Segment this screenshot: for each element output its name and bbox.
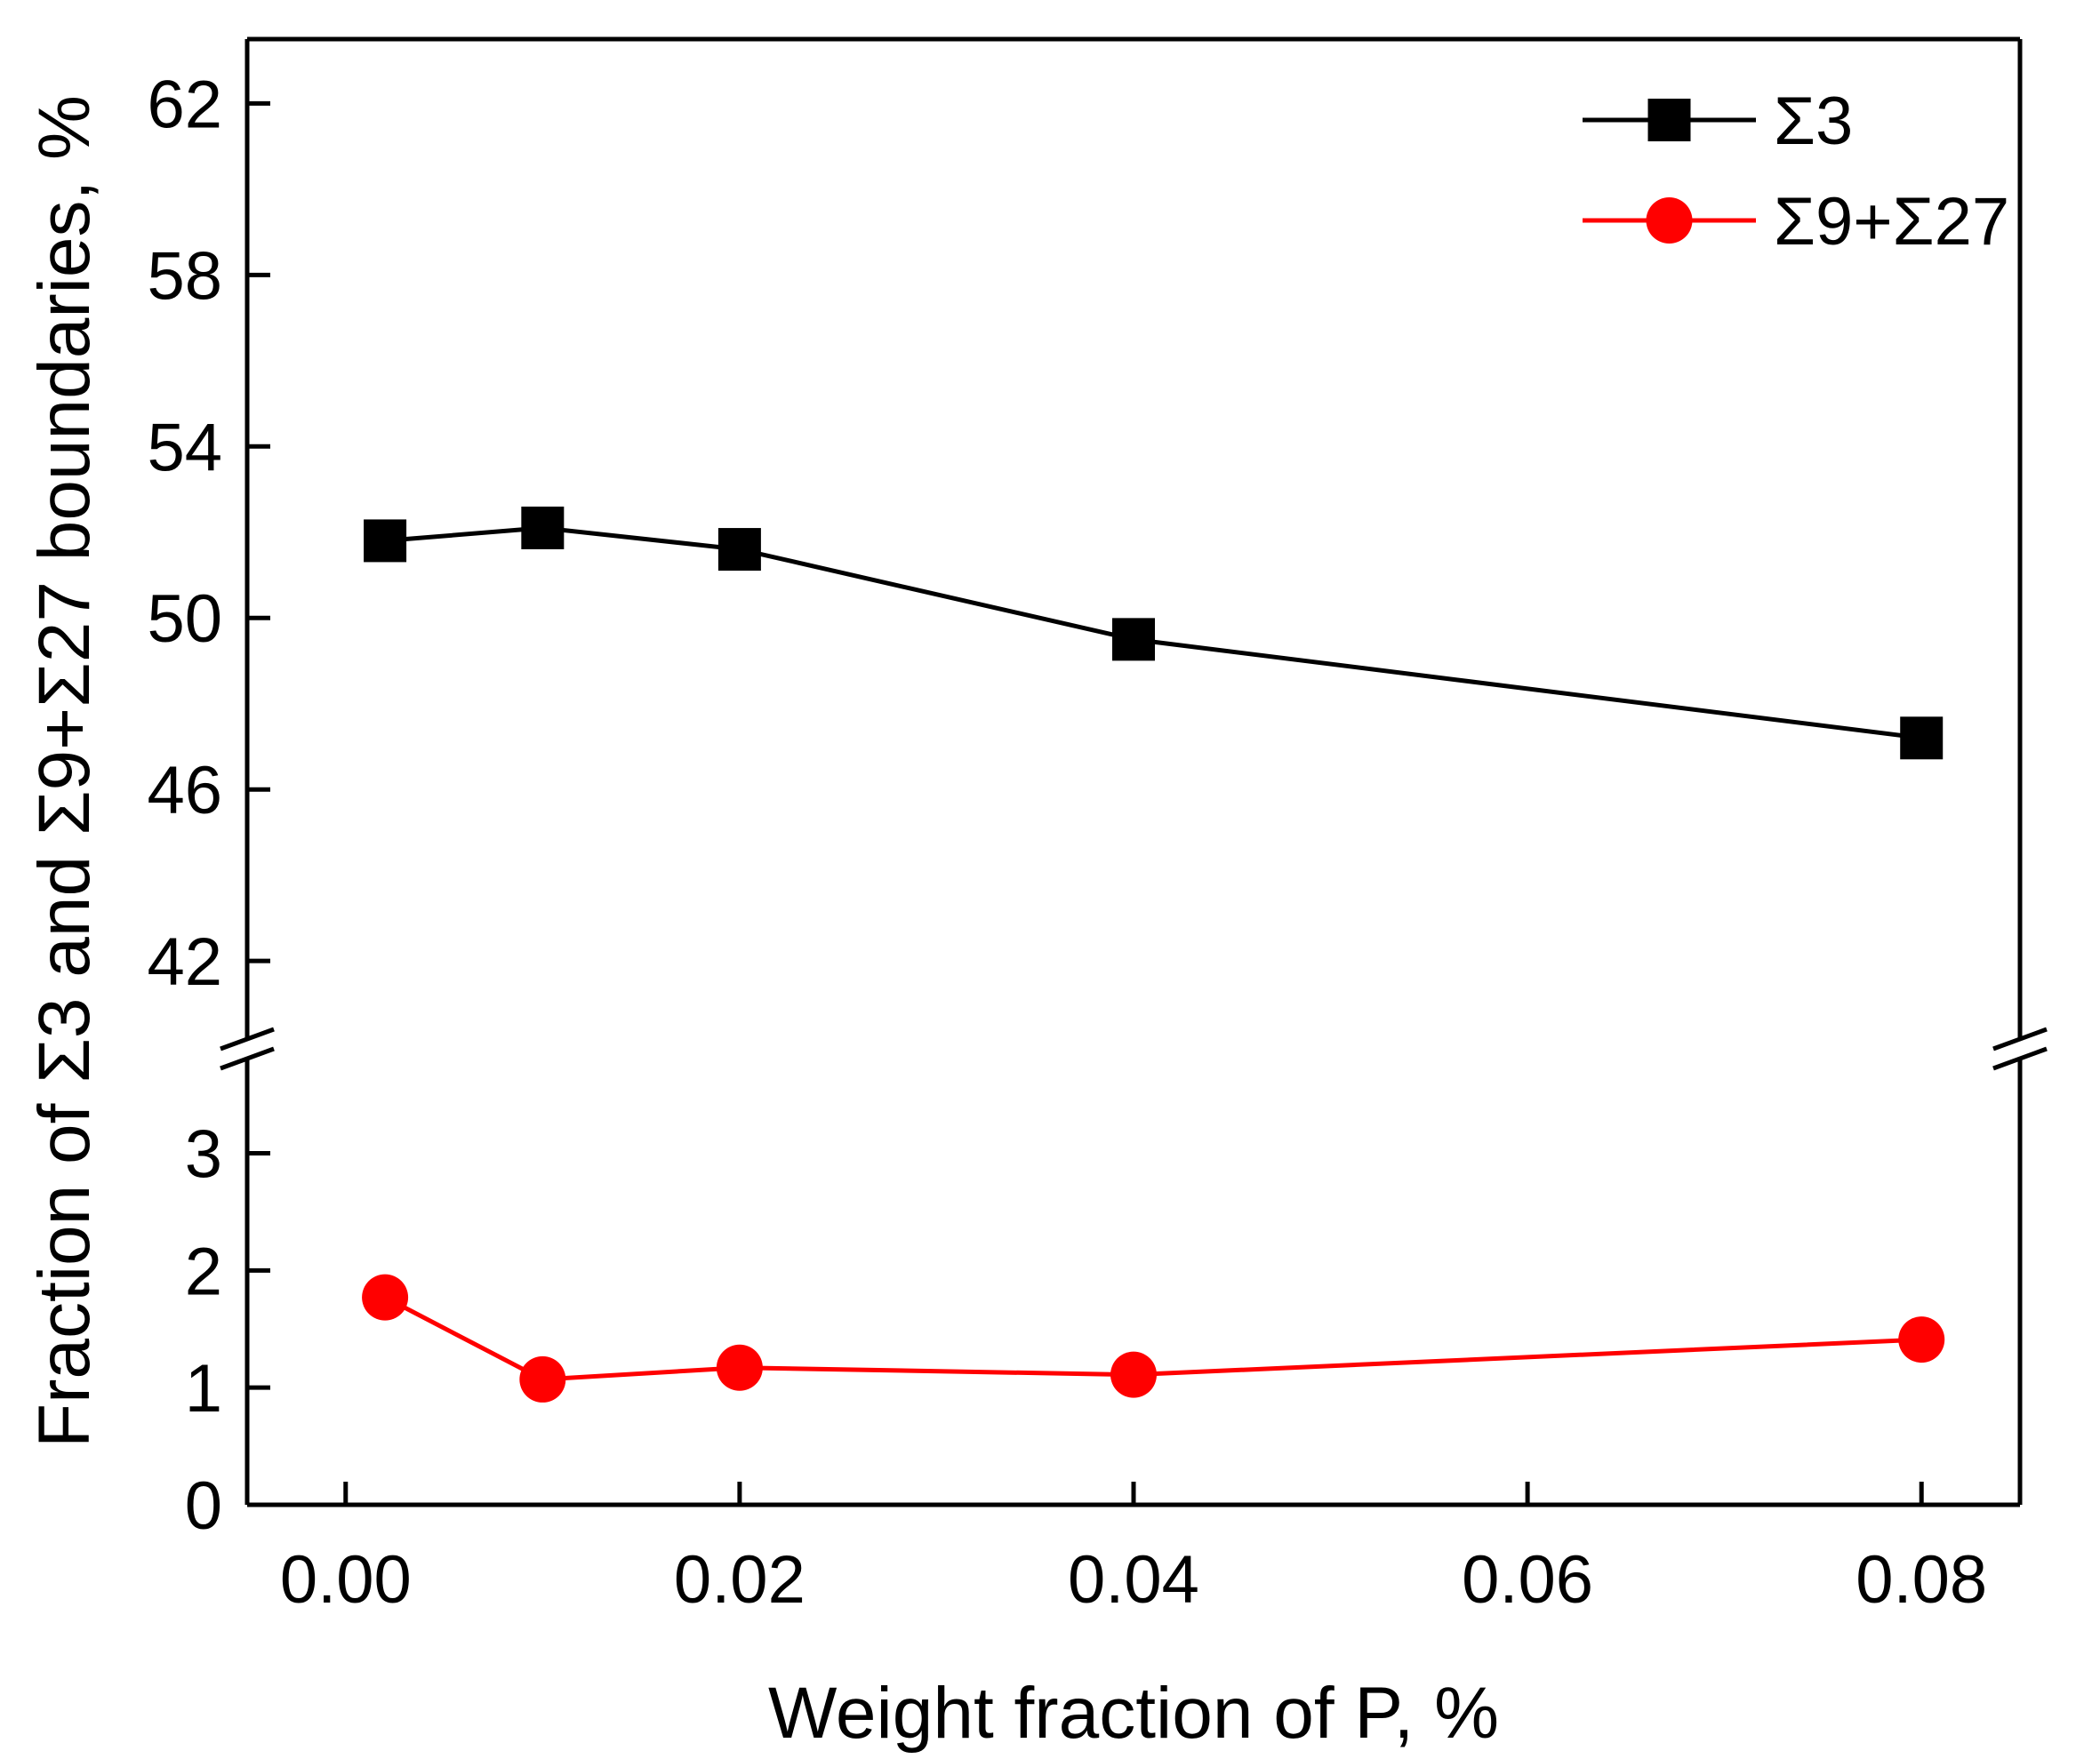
legend-label: Σ3 (1774, 84, 1853, 159)
y-tick-label: 54 (147, 410, 222, 485)
legend: Σ3 Σ9+Σ27 (1583, 84, 2009, 260)
data-point (716, 1344, 763, 1391)
y-axis-ticks: 0 1 2 3 42 46 50 54 58 62 (147, 67, 270, 1544)
data-point (519, 1355, 566, 1403)
data-point (1112, 618, 1155, 661)
plot-frame (244, 36, 2023, 1507)
data-point (1898, 1316, 1945, 1363)
y-tick-label: 62 (147, 67, 222, 142)
y-tick-label: 50 (147, 581, 222, 657)
y-tick-label: 58 (147, 238, 222, 314)
legend-item: Σ9+Σ27 (1583, 184, 2009, 260)
data-point (717, 528, 761, 572)
data-point (362, 1274, 409, 1321)
legend-marker (1646, 197, 1693, 244)
x-tick-label: 0.06 (1462, 1542, 1593, 1618)
break-mark-left-2 (220, 1046, 275, 1071)
y-tick-label: 1 (185, 1351, 222, 1427)
legend-label: Σ9+Σ27 (1774, 184, 2009, 260)
x-axis-ticks: 0.00 0.02 0.04 0.06 0.08 (280, 1482, 1987, 1618)
series-layer (362, 506, 1945, 1403)
y-axis-title: Fraction of Σ3 and Σ9+Σ27 boundaries, % (24, 95, 105, 1448)
x-axis-title: Weight fraction of P, % (768, 1673, 1499, 1754)
x-tick-label: 0.04 (1068, 1542, 1199, 1618)
axis-break-marks (220, 1027, 2048, 1071)
y-tick-label: 3 (185, 1116, 222, 1192)
y-tick-label: 2 (185, 1234, 222, 1309)
data-point (521, 506, 565, 549)
break-mark-right-2 (1992, 1046, 2048, 1071)
x-tick-label: 0.02 (674, 1542, 806, 1618)
break-mark-left-1 (220, 1027, 275, 1051)
legend-item: Σ3 (1583, 84, 1853, 159)
y-tick-label: 46 (147, 753, 222, 828)
break-mark-right-1 (1992, 1027, 2048, 1051)
data-point (1900, 716, 1944, 760)
series-2 (362, 1274, 1945, 1403)
data-point (1110, 1351, 1157, 1398)
x-tick-label: 0.00 (280, 1542, 412, 1618)
data-point (364, 519, 407, 563)
legend-marker (1647, 99, 1691, 141)
y-tick-label: 0 (185, 1468, 222, 1544)
x-tick-label: 0.08 (1856, 1542, 1987, 1618)
series-1 (364, 506, 1944, 760)
y-tick-label: 42 (147, 924, 222, 1000)
